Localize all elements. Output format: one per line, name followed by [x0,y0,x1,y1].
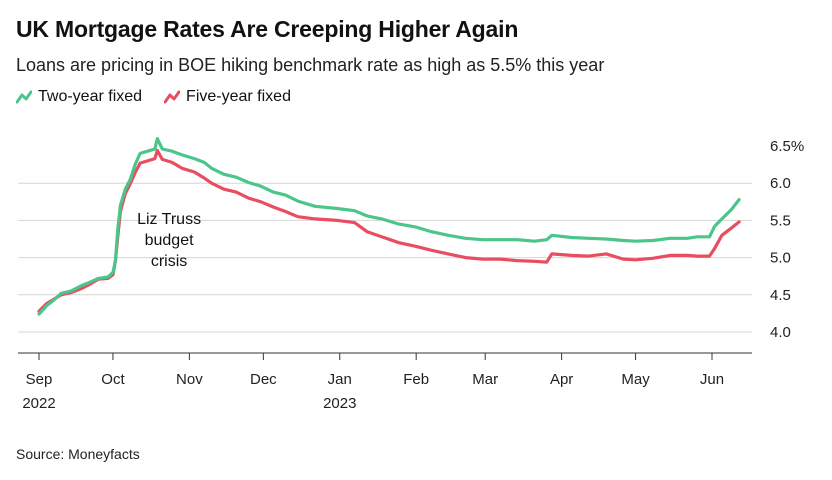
x-tick-label: Nov [176,371,203,388]
annotation-label: budget [145,232,194,249]
y-tick-label: 5.0 [770,250,791,267]
y-tick-label: 6.5% [770,138,804,155]
legend-item-five-year: Five-year fixed [164,88,291,106]
x-tick-year-label: 2023 [323,395,356,412]
x-tick-label: Dec [250,371,277,388]
x-tick-label: Jan [328,371,352,388]
annotation-label: crisis [151,253,187,270]
legend-label-two-year: Two-year fixed [38,88,143,105]
series-line-two-year [37,137,741,316]
series-line-five-year [37,148,741,313]
legend: Two-year fixed Five-year fixed [16,88,291,106]
x-tick-label: Jun [700,371,724,388]
y-tick-label: 4.0 [770,324,791,341]
y-tick-label: 4.5 [770,287,791,304]
legend-swatch-two-year [16,90,32,104]
x-tick-label: May [621,371,650,388]
x-tick-label: Oct [101,371,125,388]
x-tick-label: Feb [403,371,429,388]
chart-title: UK Mortgage Rates Are Creeping Higher Ag… [16,16,519,42]
chart-subtitle: Loans are pricing in BOE hiking benchmar… [16,55,605,75]
annotation-label: Liz Truss [137,211,201,228]
y-tick-label: 6.0 [770,175,791,192]
legend-item-two-year: Two-year fixed [16,88,142,106]
x-tick-label: Mar [472,371,498,388]
x-tick-label: Apr [550,371,573,388]
legend-swatch-five-year [164,90,181,104]
x-tick-label: Sep [26,371,53,388]
legend-label-five-year: Five-year fixed [186,88,291,105]
source-note: Source: Moneyfacts [16,446,140,462]
x-tick-year-label: 2022 [22,395,55,412]
y-tick-label: 5.5 [770,212,791,229]
